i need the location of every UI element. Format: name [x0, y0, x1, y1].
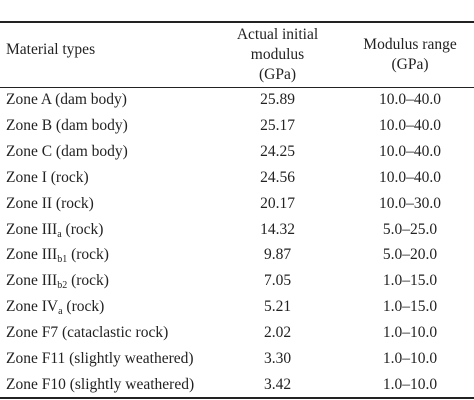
- subscript: a: [58, 306, 63, 318]
- value-cell: 1.0–15.0: [350, 271, 470, 291]
- value-cell: 2.02: [200, 323, 355, 343]
- cell-text: 10.0–40.0: [379, 116, 441, 134]
- header-line: (GPa): [391, 56, 429, 73]
- cell-text: 1.0–10.0: [382, 375, 438, 393]
- value-cell: 10.0–40.0: [350, 116, 470, 136]
- cell-text: 5.21: [263, 298, 292, 316]
- value-cell: 1.0–15.0: [350, 297, 470, 317]
- cell-text: Zone F11 (slightly weathered): [6, 350, 194, 367]
- row-label: Zone IVa (rock): [6, 297, 104, 317]
- value-cell: 24.25: [200, 142, 355, 162]
- header-cell: Actual initial modulus (GPa): [200, 25, 355, 85]
- cell-text: Zone III: [6, 246, 58, 264]
- cell-text: 7.05: [263, 272, 292, 290]
- cell-text: 1.0–10.0: [382, 324, 438, 342]
- value-cell: 25.17: [200, 116, 355, 136]
- cell-text: 24.56: [260, 168, 295, 186]
- cell-text: (rock): [67, 272, 109, 290]
- cell-text: Zone IV: [6, 298, 59, 316]
- cell-text: 25.89: [260, 91, 295, 108]
- cell-text: Zone B (dam body): [6, 116, 128, 134]
- cell-text: 20.17: [260, 194, 295, 212]
- cell-text: Zone A (dam body): [6, 91, 127, 108]
- cell-text: (rock): [67, 246, 109, 264]
- value-cell: 3.30: [200, 349, 355, 369]
- cell-text: Zone C (dam body): [6, 142, 128, 160]
- cell-text: 9.87: [263, 246, 292, 264]
- cell-text: 1.0–15.0: [382, 272, 438, 290]
- value-cell: 10.0–30.0: [350, 194, 470, 214]
- row-label: Zone IIIb1 (rock): [6, 245, 109, 265]
- cell-text: 25.17: [260, 116, 295, 134]
- value-cell: 1.0–10.0: [350, 375, 470, 395]
- cell-text: Zone F10 (slightly weathered): [6, 375, 195, 393]
- value-cell: 7.05: [200, 271, 355, 291]
- cell-text: 1.0–10.0: [382, 350, 438, 367]
- cell-text: 5.0–25.0: [382, 220, 438, 238]
- row-label: Zone F10 (slightly weathered): [6, 375, 194, 395]
- cell-text: Zone F7 (cataclastic rock): [6, 324, 169, 342]
- header-cell: Modulus range (GPa): [350, 35, 470, 75]
- cell-text: 2.02: [263, 324, 292, 342]
- row-label: Zone F7 (cataclastic rock): [6, 323, 168, 343]
- header-line: Material types: [6, 41, 96, 58]
- row-label: Zone F11 (slightly weathered): [6, 349, 194, 369]
- cell-text: Zone I (rock): [6, 168, 89, 186]
- value-cell: 24.56: [200, 168, 355, 188]
- cell-text: Zone III: [6, 272, 58, 290]
- value-cell: 10.0–40.0: [350, 168, 470, 188]
- value-cell: 1.0–10.0: [350, 349, 470, 369]
- top-rule: [0, 21, 474, 23]
- cell-text: 3.42: [263, 375, 292, 393]
- value-cell: 5.0–20.0: [350, 245, 470, 265]
- value-cell: 5.0–25.0: [350, 220, 470, 240]
- cell-text: 10.0–40.0: [379, 142, 441, 160]
- cell-text: 10.0–40.0: [379, 168, 441, 186]
- row-label: Zone I (rock): [6, 168, 89, 188]
- bottom-rule: [0, 397, 474, 399]
- row-label: Zone II (rock): [6, 194, 94, 214]
- subscript: a: [57, 228, 62, 240]
- subscript: b2: [57, 280, 68, 292]
- value-cell: 9.87: [200, 245, 355, 265]
- cell-text: 24.25: [260, 142, 295, 160]
- row-label: Zone C (dam body): [6, 142, 128, 162]
- value-cell: 20.17: [200, 194, 355, 214]
- cell-text: 1.0–15.0: [382, 298, 438, 316]
- cell-text: Zone II (rock): [6, 194, 94, 212]
- header-line: Modulus range: [363, 36, 457, 53]
- value-cell: 14.32: [200, 220, 355, 240]
- cell-text: 5.0–20.0: [382, 246, 438, 264]
- cell-text: 3.30: [263, 350, 292, 367]
- row-label: Zone B (dam body): [6, 116, 128, 136]
- header-line: (GPa): [258, 66, 297, 83]
- value-cell: 25.89: [200, 90, 355, 110]
- row-label: Zone IIIb2 (rock): [6, 271, 109, 291]
- cell-text: 10.0–30.0: [379, 194, 441, 212]
- cell-text: (rock): [62, 298, 105, 316]
- row-label: Zone IIIa (rock): [6, 220, 103, 240]
- value-cell: 10.0–40.0: [350, 142, 470, 162]
- value-cell: 10.0–40.0: [350, 90, 470, 110]
- cell-text: (rock): [61, 220, 104, 238]
- cell-text: Zone III: [6, 220, 58, 238]
- header-line: modulus: [250, 46, 305, 63]
- header-rule: [0, 87, 474, 88]
- value-cell: 5.21: [200, 297, 355, 317]
- header-line: Actual initial: [236, 26, 319, 43]
- cell-text: 14.32: [260, 220, 295, 238]
- cell-text: 10.0–40.0: [379, 91, 441, 108]
- header-cell: Material types: [6, 40, 95, 60]
- subscript: b1: [57, 254, 68, 266]
- value-cell: 3.42: [200, 375, 355, 395]
- row-label: Zone A (dam body): [6, 90, 127, 110]
- value-cell: 1.0–10.0: [350, 323, 470, 343]
